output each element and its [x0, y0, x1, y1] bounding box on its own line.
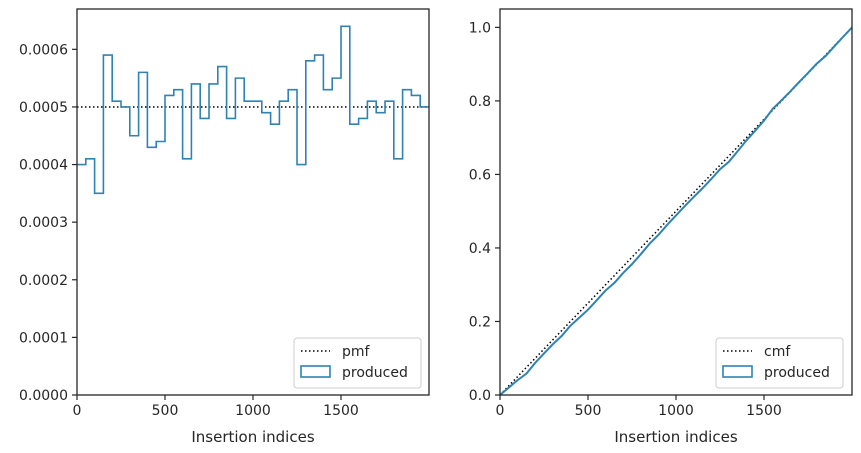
l-x-tick-label: 1000: [235, 403, 271, 419]
r-y-tick-label: 0.4: [469, 241, 491, 257]
produced-cumulative-series: [499, 26, 853, 396]
r-x-tick-label: 500: [575, 403, 602, 419]
r-y-tick-label: 0.0: [469, 388, 491, 404]
l-x-tick-label: 1500: [323, 403, 359, 419]
l-y-tick-label: 0.0005: [19, 100, 68, 116]
left-tick-group: 0 500 1000 1500 0.0000 0.0001 0.0002 0.0003 0.00…: [19, 42, 359, 419]
right-tick-group: 0 500 1000 1500 0.0 0.2 0.4 0.6 0.8 1.0: [469, 20, 782, 419]
left-legend: pmf produced: [293, 337, 422, 389]
l-y-tick-label: 0.0001: [19, 330, 68, 346]
legend-produced-swatch-right: [722, 365, 753, 378]
legend-cmf-label: cmf: [764, 344, 791, 360]
legend-produced-label: produced: [342, 365, 408, 381]
r-y-tick-label: 1.0: [469, 20, 491, 36]
legend-pmf-label: pmf: [342, 344, 371, 360]
left-chart: 0 500 1000 1500 0.0000 0.0001 0.0002 0.0003 0.00…: [19, 8, 430, 446]
l-x-tick-label: 500: [152, 403, 179, 419]
right-chart: 0 500 1000 1500 0.0 0.2 0.4 0.6 0.8 1.0 Insertion…: [469, 8, 853, 446]
r-x-tick-label: 1500: [746, 403, 782, 419]
l-y-tick-label: 0.0002: [19, 273, 68, 289]
r-y-tick-label: 0.2: [469, 314, 491, 330]
produced-step-series: [77, 25, 429, 195]
legend-produced-swatch: [300, 365, 331, 378]
l-y-tick-label: 0.0003: [19, 215, 68, 231]
r-y-tick-label: 0.8: [469, 94, 491, 110]
left-x-axis-label: Insertion indices: [191, 428, 314, 446]
r-x-tick-label: 0: [496, 403, 505, 419]
right-x-axis-label: Insertion indices: [614, 428, 737, 446]
l-y-tick-label: 0.0000: [19, 388, 68, 404]
l-y-tick-label: 0.0004: [19, 158, 68, 174]
r-x-tick-label: 1000: [658, 403, 694, 419]
l-x-tick-label: 0: [73, 403, 82, 419]
r-y-tick-label: 0.6: [469, 167, 491, 183]
legend-produced-label-right: produced: [764, 365, 830, 381]
right-legend: cmf produced: [715, 337, 844, 389]
l-y-tick-label: 0.0006: [19, 42, 68, 58]
